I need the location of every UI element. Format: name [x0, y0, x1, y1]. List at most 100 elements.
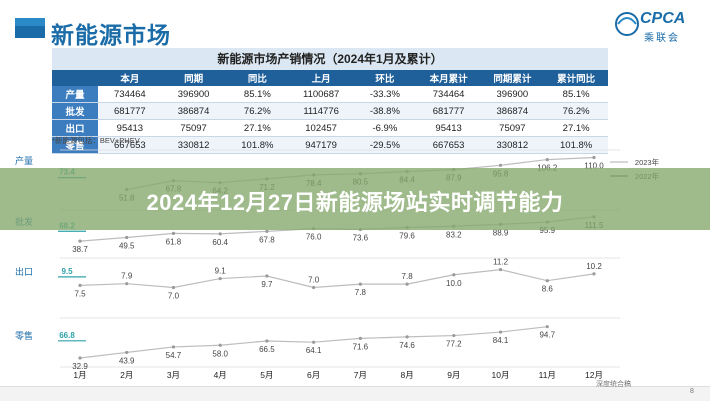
column-header: 同期累计	[480, 70, 545, 86]
table-header-row: 本月 同期 同比 上月 环比 本月累计 同期累计 累计同比	[52, 70, 608, 86]
x-tick-label: 4月	[214, 370, 227, 380]
data-point	[78, 356, 82, 360]
data-point	[125, 282, 129, 286]
data-label: 10.2	[586, 262, 602, 271]
column-header: 本月累计	[416, 70, 481, 86]
x-tick-label: 6月	[307, 370, 320, 380]
data-point	[545, 325, 549, 329]
table-note: *新能源包括：BEV+PHEV	[52, 136, 140, 145]
data-label: 32.9	[72, 362, 88, 371]
data-label: 7.5	[74, 289, 86, 298]
data-label: 79.6	[399, 231, 415, 240]
data-label: 67.8	[259, 235, 275, 244]
column-header: 上月	[289, 70, 353, 86]
row-label: 批发	[52, 102, 98, 120]
table-cell: 734464	[416, 86, 481, 103]
table-cell: 27.1%	[225, 119, 290, 137]
table-cell: 75097	[480, 119, 545, 137]
data-point	[78, 239, 82, 243]
data-point	[265, 229, 269, 233]
x-tick-label: 8月	[400, 370, 413, 380]
data-label: 83.2	[446, 230, 462, 239]
data-point	[545, 279, 549, 283]
row-label: 出口	[52, 119, 98, 137]
x-tick-label: 11月	[539, 370, 556, 380]
data-label: 38.7	[72, 245, 88, 254]
page-title: 新能源市场	[51, 22, 171, 48]
data-label: 7.9	[121, 272, 133, 281]
column-header: 同比	[225, 70, 290, 86]
data-label: 73.6	[353, 233, 369, 242]
table-cell: 102457	[289, 119, 353, 137]
table-cell: 75097	[161, 119, 226, 137]
title-banner	[0, 168, 710, 230]
logo-sub: 乘联会	[644, 33, 680, 44]
x-tick-label: 7月	[354, 370, 367, 380]
column-header: 累计同比	[544, 70, 608, 86]
data-point	[545, 157, 549, 162]
table-row: 出口 95413 75097 27.1% 102457 -6.9% 95413 75097 27…	[52, 119, 608, 137]
data-point	[125, 235, 129, 240]
data-point	[218, 343, 222, 347]
cpca-logo: CPCA 乘联会	[614, 8, 692, 44]
data-label: 58.0	[212, 349, 228, 358]
data-label: 9.5	[61, 267, 73, 276]
table-cell: -6.9%	[353, 119, 417, 137]
data-point	[218, 276, 222, 281]
brand-mark-icon	[15, 18, 45, 38]
data-point	[125, 350, 129, 355]
table-cell: 386874	[161, 102, 226, 120]
data-point	[592, 272, 596, 276]
table-cell: 76.2%	[225, 102, 290, 120]
column-header: 同期	[161, 70, 226, 86]
data-label: 49.5	[119, 242, 135, 251]
data-label: 71.6	[353, 342, 369, 351]
x-tick-label: 2月	[120, 370, 133, 380]
data-point	[171, 231, 176, 235]
data-label: 88.9	[493, 228, 509, 237]
x-tick-label: 9月	[447, 370, 460, 380]
data-point	[405, 335, 409, 339]
x-tick-label: 12月	[585, 370, 603, 380]
table-cell: 681777	[98, 102, 162, 120]
data-label: 60.4	[212, 238, 228, 247]
column-header: 环比	[353, 70, 417, 86]
page-number: 8	[690, 388, 694, 395]
data-label: 9.1	[215, 267, 227, 276]
table-cell: 1100687	[289, 86, 353, 103]
table-cell: 1114776	[289, 102, 353, 120]
table-cell: 85.1%	[225, 86, 290, 103]
data-label: 7.0	[308, 276, 320, 285]
row-label: 产量	[52, 86, 98, 103]
data-label: 11.2	[493, 258, 509, 267]
data-point	[218, 232, 222, 236]
logo-text: CPCA	[640, 10, 686, 27]
data-point	[171, 345, 176, 349]
data-point	[498, 268, 503, 272]
data-point	[358, 282, 362, 286]
data-label: 110.0	[584, 162, 604, 171]
table-row: 批发 681777 386874 76.2% 1114776 -38.8% 681777 38…	[52, 102, 608, 120]
data-label: 7.8	[355, 288, 367, 297]
table-cell: 734464	[98, 86, 162, 103]
data-point	[452, 273, 456, 277]
x-tick-label: 1月	[73, 370, 86, 380]
data-label: 7.0	[168, 292, 180, 301]
data-point	[592, 155, 596, 160]
footer: 深度统合稿 8	[0, 381, 710, 401]
data-label: 64.1	[306, 346, 322, 355]
x-tick-label: 3月	[167, 370, 180, 380]
table-cell: 396900	[161, 86, 226, 103]
table-cell: 681777	[416, 102, 481, 120]
data-label: 9.7	[261, 280, 273, 289]
data-label: 10.0	[446, 279, 462, 288]
data-point	[265, 339, 269, 343]
table-cell: 76.2%	[544, 102, 608, 120]
data-label: 8.6	[542, 285, 554, 294]
table-cell: -33.3%	[353, 86, 417, 103]
panel-label: 出口	[15, 266, 33, 277]
x-tick-label: 10月	[492, 370, 510, 380]
data-point	[405, 282, 409, 286]
footer-bar	[0, 386, 710, 401]
data-point	[171, 285, 176, 290]
